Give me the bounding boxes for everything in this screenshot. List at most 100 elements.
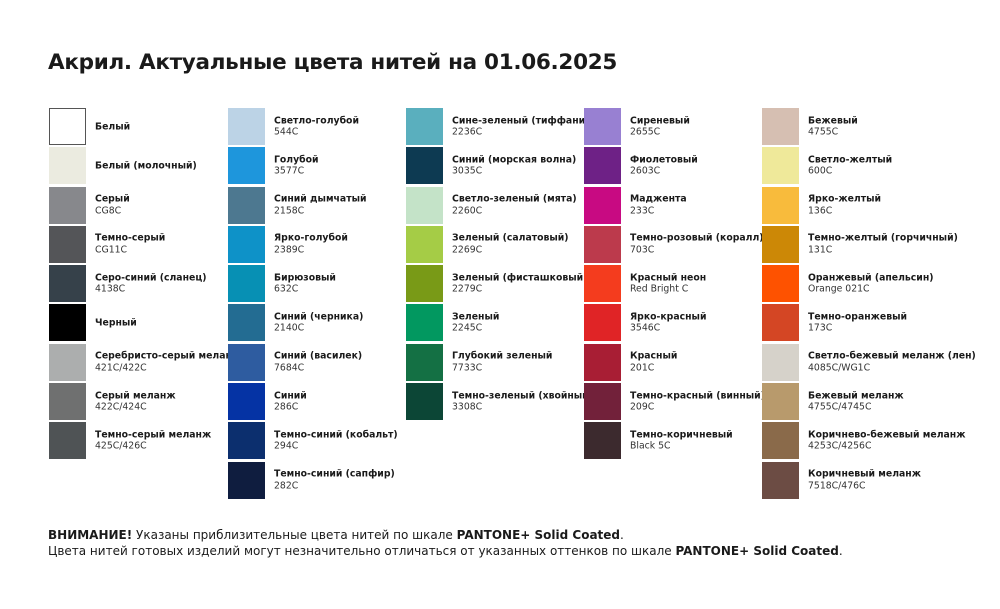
color-label: Красный неон Red Bright C (630, 272, 810, 295)
color-item: Белый (молочный) (49, 147, 227, 185)
pantone-code: 2389C (274, 244, 305, 256)
color-item: Светло-бежевый меланж (лен) 4085C/WG1C (762, 343, 976, 381)
color-swatch (762, 422, 799, 460)
pantone-code: 703C (630, 244, 655, 256)
color-name: Глубокий зеленый (452, 350, 553, 362)
color-item: Зеленый (салатовый) 2269C (406, 225, 584, 263)
color-item: Глубокий зеленый 7733C (406, 343, 584, 381)
color-item: Темно-серый меланж 425C/426C (49, 422, 227, 460)
color-item: Черный (49, 304, 227, 342)
palette-column: Сиреневый 2655C Фиолетовый 2603C Маджента 233… (584, 108, 765, 462)
color-item: Ярко-желтый 136C (762, 186, 940, 224)
color-item: Серебристо-серый меланж 421C/422C (49, 343, 241, 381)
palette-column: Бежевый 4755C Светло-желтый 600C Ярко-желтый… (762, 108, 976, 501)
color-label: Серый меланж 422C/424C (95, 390, 275, 413)
color-name: Синий (черника) (274, 311, 364, 323)
color-swatch (228, 108, 265, 145)
color-name: Бирюзовый (274, 272, 336, 284)
pantone-code: 4138C (95, 283, 126, 295)
pantone-code: 2245C (452, 322, 483, 334)
color-item: Светло-зеленый (мята) 2260C (406, 186, 584, 224)
color-name: Светло-желтый (808, 154, 893, 166)
color-label: Сиреневый 2655C (630, 115, 810, 138)
color-item: Зеленый (фисташковый) 2279C (406, 265, 587, 303)
color-swatch (584, 147, 621, 185)
pantone-code: 7684C (274, 362, 305, 374)
color-label: Синий 286C (274, 390, 454, 413)
color-swatch (584, 304, 621, 342)
color-label: Темно-оранжевый 173C (808, 311, 988, 334)
color-swatch (584, 225, 621, 263)
color-swatch (762, 343, 799, 381)
color-name: Темно-коричневый (630, 429, 733, 441)
color-label: Красный 201C (630, 351, 810, 374)
period: . (838, 544, 843, 558)
color-item: Серо-синий (сланец) 4138C (49, 265, 227, 303)
color-item: Темно-синий (сапфир) 282C (228, 461, 406, 499)
color-name: Зеленый (452, 311, 500, 323)
color-name: Сиреневый (630, 115, 690, 126)
color-name: Синий дымчатый (274, 193, 367, 205)
color-name: Оранжевый (апельсин) (808, 272, 934, 284)
color-swatch (584, 108, 621, 145)
color-swatch (228, 147, 265, 185)
pantone-code: 131C (808, 244, 833, 256)
color-label: Темно-серый CG11C (95, 233, 275, 256)
color-swatch (406, 265, 443, 303)
pantone-code: 3035C (452, 165, 483, 177)
color-name: Зеленый (фисташковый) (452, 272, 588, 284)
color-label: Светло-голубой 544C (274, 115, 454, 138)
pantone-code: 3577C (274, 165, 305, 177)
color-name: Белый (95, 120, 131, 132)
color-swatch (762, 186, 799, 224)
color-name: Коричнево-бежевый меланж (808, 429, 966, 441)
color-item: Ярко-голубой 2389C (228, 225, 406, 263)
color-swatch (584, 186, 621, 224)
color-label: Черный (95, 317, 275, 329)
pantone-code: 2140C (274, 322, 305, 334)
color-name: Синий (274, 390, 307, 402)
color-swatch (762, 383, 799, 421)
color-label: Бежевый 4755C (808, 115, 988, 138)
color-name: Светло-зеленый (мята) (452, 193, 577, 205)
color-swatch (406, 225, 443, 263)
pantone-code: 286C (274, 401, 299, 413)
color-label: Ярко-желтый 136C (808, 194, 988, 217)
color-name: Синий (морская волна) (452, 154, 577, 166)
color-item: Серый CG8C (49, 186, 227, 224)
color-label: Темно-красный (винный) 209C (630, 390, 810, 413)
color-item: Сиреневый 2655C (584, 108, 762, 145)
color-label: Белый (молочный) (95, 160, 275, 172)
color-label: Синий (василек) 7684C (274, 351, 454, 374)
color-swatch (49, 186, 86, 224)
palette-column: Сине-зеленый (тиффани) 2236C Синий (морска… (406, 108, 593, 422)
color-name: Темно-желтый (горчичный) (808, 232, 958, 244)
color-label: Темно-зеленый (хвойный) 3308C (452, 390, 632, 413)
color-swatch (49, 225, 86, 263)
color-label: Фиолетовый 2603C (630, 154, 810, 177)
color-label: Бежевый меланж 4755C/4745C (808, 390, 988, 413)
color-label: Бирюзовый 632C (274, 272, 454, 295)
color-label: Темно-синий (сапфир) 282C (274, 469, 454, 492)
color-name: Светло-бежевый меланж (лен) (808, 350, 976, 362)
pantone-code: 2603C (630, 165, 661, 177)
color-name: Ярко-красный (630, 311, 707, 323)
pantone-code: 7518C/476C (808, 480, 866, 492)
color-name: Темно-серый (95, 232, 166, 244)
color-swatch (762, 461, 799, 499)
disclaimer-text: Указаны приблизительные цвета нитей по ш… (132, 528, 457, 542)
color-label: Коричнево-бежевый меланж 4253C/4256C (808, 429, 988, 452)
pantone-code: 422C/424C (95, 401, 147, 413)
pantone-code: 7733C (452, 362, 483, 374)
pantone-code: CG11C (95, 244, 128, 256)
color-swatch (406, 186, 443, 224)
color-item: Бирюзовый 632C (228, 265, 406, 303)
color-item: Серый меланж 422C/424C (49, 383, 227, 421)
pantone-code: 173C (808, 322, 833, 334)
pantone-code: 201C (630, 362, 655, 374)
color-name: Ярко-голубой (274, 232, 348, 244)
color-label: Серый CG8C (95, 194, 275, 217)
color-item: Синий (василек) 7684C (228, 343, 406, 381)
color-item: Ярко-красный 3546C (584, 304, 762, 342)
color-name: Коричневый меланж (808, 468, 921, 480)
